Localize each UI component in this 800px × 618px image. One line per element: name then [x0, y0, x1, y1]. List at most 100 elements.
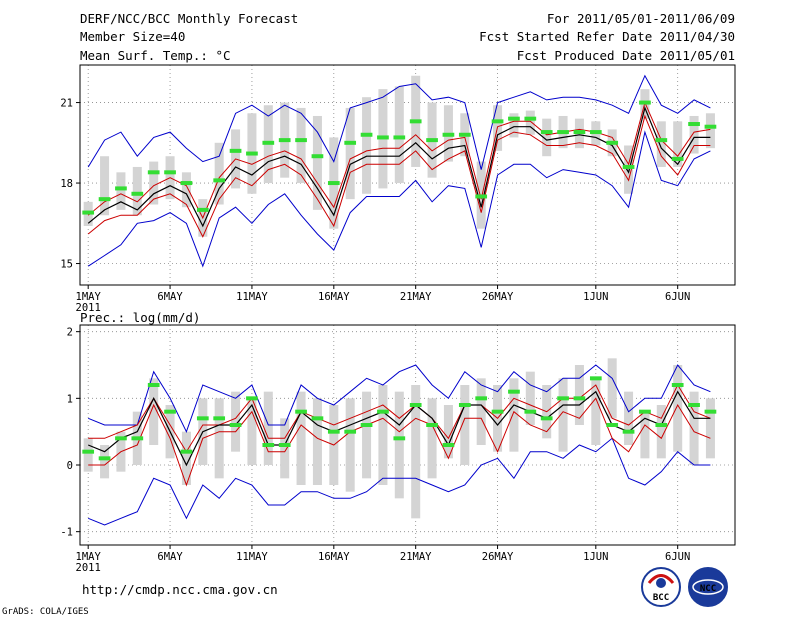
- temp-box-day-20: [394, 86, 404, 184]
- temp-xtick-label-4: 21MAY: [400, 291, 432, 303]
- prec-observed-day-11: [246, 396, 258, 401]
- temp-box-day-36: [656, 121, 666, 167]
- temp-observed-day-37: [671, 156, 684, 161]
- prec-box-day-37: [673, 365, 683, 452]
- temp-observed-day-11: [246, 151, 258, 156]
- prec-box-day-15: [312, 398, 322, 485]
- source-url[interactable]: http://cmdp.ncc.cma.gov.cn: [82, 582, 278, 597]
- prec-xtick-label-3: 16MAY: [318, 551, 350, 563]
- temp-year-label: 2011: [76, 302, 101, 314]
- temp-observed-day-32: [589, 130, 602, 135]
- prec-observed-day-10: [229, 423, 242, 427]
- prec-box-day-18: [362, 391, 372, 479]
- prec-box-day-39: [705, 398, 715, 459]
- prec-box-day-9: [214, 398, 224, 479]
- member-size-label: Member Size=40: [80, 29, 185, 44]
- prec-observed-day-38: [688, 403, 700, 407]
- bcc-logo-arc: [647, 574, 675, 584]
- temp-observed-day-31: [573, 130, 586, 135]
- prec-observed-day-6: [164, 409, 176, 414]
- prec-observed-day-27: [508, 389, 520, 394]
- prec-observed-day-15: [311, 416, 324, 421]
- temp-observed-day-34: [622, 164, 635, 169]
- prec-observed-day-39: [704, 409, 717, 414]
- temp-box-day-18: [362, 97, 372, 194]
- precipitation-panel: 1MAY 6MAY 11MAY 16MAY 21MAY 26MAY 1JUN 6JUN 2011…: [60, 324, 736, 574]
- temp-observed-day-3: [115, 186, 127, 191]
- temp-ytick-label-0: 15: [60, 259, 73, 271]
- temp-box-day-9: [214, 142, 224, 205]
- precip-plot-frame: [79, 324, 736, 546]
- prec-box-day-17: [345, 398, 355, 492]
- bcc-logo-text: BCC: [653, 593, 669, 603]
- temp-spread-low-line: [87, 114, 711, 238]
- prec-box-day-33: [607, 358, 617, 419]
- prec-upper-line: [88, 364, 711, 433]
- temp-observed-day-2: [98, 197, 111, 202]
- temp-xtick-label-7: 6JUN: [665, 291, 690, 303]
- prec-observed-day-19: [377, 409, 389, 414]
- prec-observed-day-36: [655, 423, 668, 427]
- temp-box-day-7: [181, 172, 191, 208]
- prec-mean-line: [87, 390, 711, 467]
- prec-frame-outline: [79, 324, 736, 546]
- temp-xtick-label-0: 1MAY: [76, 291, 102, 303]
- temp-observed-day-23: [442, 132, 455, 137]
- temp-ytick-label-1: 18: [60, 178, 73, 190]
- temp-xtick-label-5: 26MAY: [482, 291, 514, 303]
- temp-lower-line: [87, 130, 711, 268]
- prec-observed-day-28: [524, 409, 537, 414]
- temp-observed-day-35: [639, 100, 651, 105]
- prec-observed-day-35: [639, 409, 651, 414]
- prec-box-day-20: [394, 391, 404, 499]
- temp-observed-day-22: [426, 138, 438, 143]
- prec-ytick-label-3: 2: [67, 327, 73, 339]
- temp-box-day-37: [673, 121, 683, 167]
- prec-box-day-12: [263, 391, 273, 465]
- prec-observed-day-13: [278, 443, 291, 447]
- temp-observed-day-36: [655, 138, 668, 143]
- temp-observed-day-10: [229, 148, 242, 153]
- prec-observed-day-3: [115, 436, 127, 441]
- prec-box-day-36: [656, 405, 666, 459]
- temp-observed-day-4: [131, 191, 144, 196]
- prec-ytick-label-2: 1: [67, 393, 73, 405]
- prec-observed-day-29: [540, 416, 553, 421]
- prec-observed-day-14: [295, 409, 307, 414]
- prec-box-day-23: [443, 405, 453, 459]
- prec-box-day-13: [280, 418, 290, 479]
- prec-observed-day-25: [475, 396, 488, 401]
- prec-box-day-28: [525, 371, 535, 425]
- prec-xtick-label-2: 11MAY: [236, 551, 268, 563]
- prec-box-day-32: [591, 378, 601, 445]
- temp-observed-day-1: [82, 210, 95, 215]
- temp-box-day-28: [525, 110, 535, 135]
- temp-observed-day-14: [295, 138, 307, 143]
- temp-observed-day-27: [508, 116, 520, 121]
- prec-box-day-34: [624, 391, 634, 445]
- prec-observed-day-9: [213, 416, 226, 421]
- temp-xtick-label-6: 1JUN: [583, 291, 608, 303]
- temp-observed-day-28: [524, 116, 537, 121]
- temp-observed-day-12: [262, 140, 275, 145]
- temp-observed-day-16: [327, 181, 340, 186]
- temp-spread-high-line: [87, 101, 711, 220]
- temp-observed-day-6: [164, 170, 176, 175]
- prec-box-day-1: [83, 438, 93, 472]
- prec-observed-day-16: [327, 429, 340, 434]
- prec-box-day-19: [378, 385, 388, 485]
- ncc-logo-text: NCC: [700, 584, 716, 594]
- temp-observed-day-9: [213, 178, 226, 183]
- prec-box-day-5: [149, 378, 159, 445]
- prec-observed-day-5: [147, 383, 160, 387]
- prec-xtick-label-7: 6JUN: [665, 551, 690, 563]
- temp-box-day-2: [100, 156, 110, 216]
- temp-observed-day-20: [393, 135, 406, 140]
- prec-observed-day-31: [573, 396, 586, 401]
- temp-observed-day-5: [147, 170, 160, 175]
- variable-label: Mean Surf. Temp.: °C: [80, 48, 231, 63]
- temp-box-day-27: [509, 113, 519, 138]
- prec-observed-day-4: [131, 436, 144, 441]
- prec-observed-day-34: [622, 429, 635, 434]
- prec-ytick-label-1: 0: [67, 460, 73, 472]
